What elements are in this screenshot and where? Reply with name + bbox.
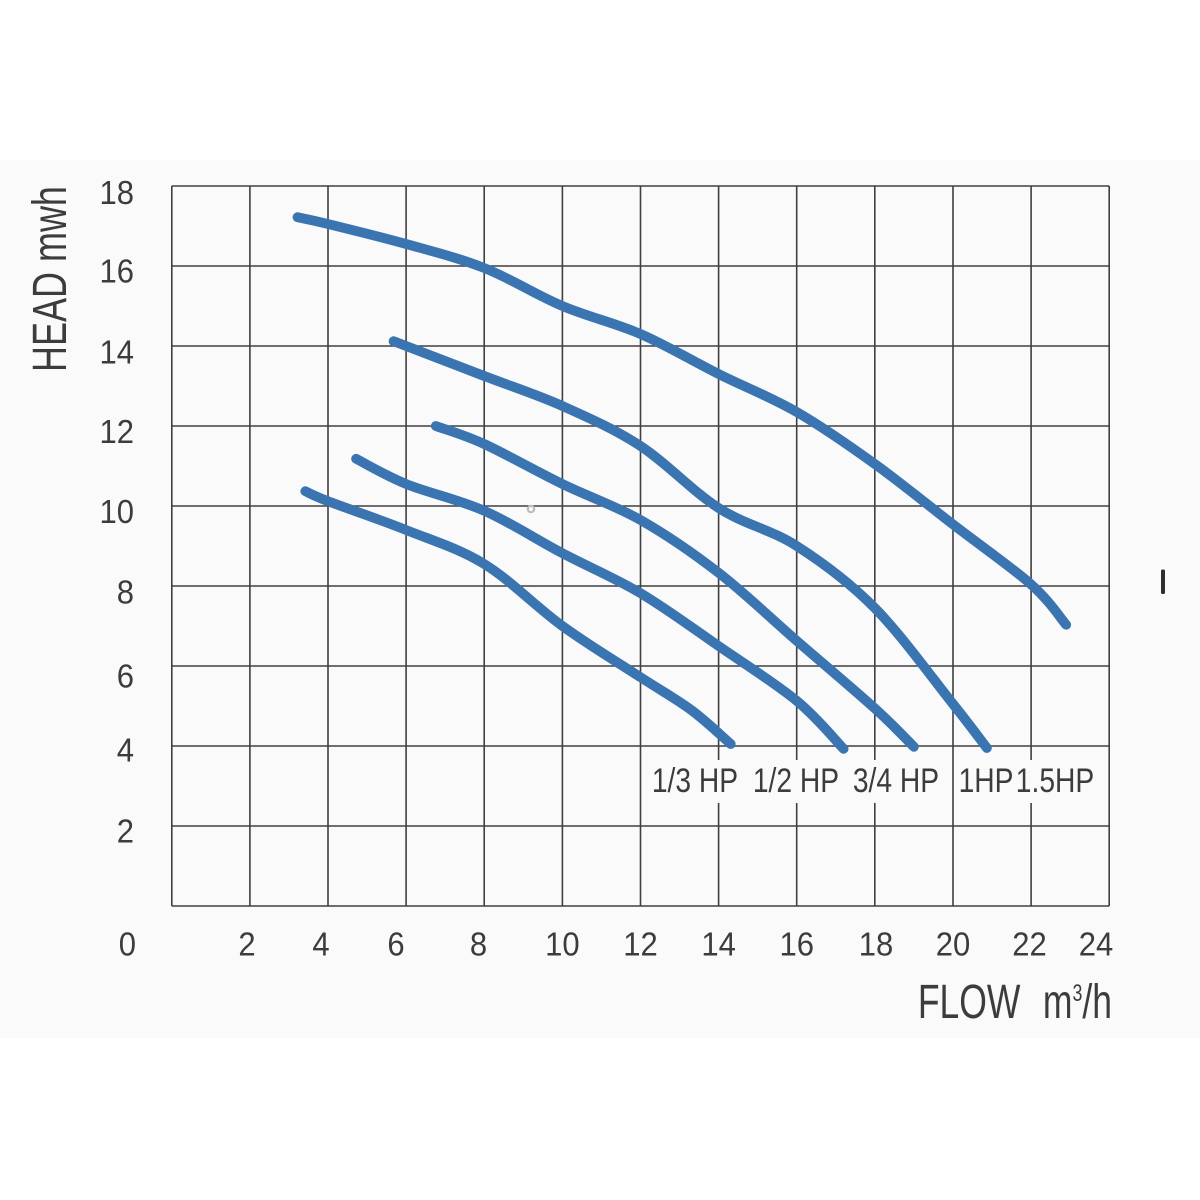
svg-text:8: 8 [470,925,487,962]
svg-text:6: 6 [387,925,404,962]
svg-text:0: 0 [119,925,136,962]
svg-text:4: 4 [312,925,329,962]
svg-text:FLOW m3/h: FLOW m3/h [918,975,1112,1028]
svg-text:1HP: 1HP [959,761,1014,799]
svg-text:14: 14 [99,333,134,370]
svg-text:12: 12 [99,413,134,450]
svg-text:16: 16 [99,252,134,289]
svg-text:1/3 HP: 1/3 HP [652,761,738,799]
svg-text:18: 18 [99,174,134,211]
svg-text:10: 10 [545,925,580,962]
svg-text:6: 6 [117,657,134,694]
svg-text:4: 4 [117,731,134,768]
svg-text:20: 20 [936,925,971,962]
svg-text:18: 18 [859,925,894,962]
svg-text:8: 8 [117,573,134,610]
svg-text:24: 24 [1079,925,1114,962]
svg-text:1.5HP: 1.5HP [1016,761,1094,799]
svg-text:HEAD mwh: HEAD mwh [23,186,76,372]
svg-text:14: 14 [701,925,736,962]
svg-text:2: 2 [238,925,255,962]
svg-text:10: 10 [99,493,134,530]
svg-text:2: 2 [117,812,134,849]
svg-text:3/4 HP: 3/4 HP [853,761,939,799]
svg-text:16: 16 [779,925,814,962]
svg-text:1/2 HP: 1/2 HP [753,761,839,799]
svg-text:12: 12 [623,925,658,962]
svg-text:22: 22 [1012,925,1047,962]
